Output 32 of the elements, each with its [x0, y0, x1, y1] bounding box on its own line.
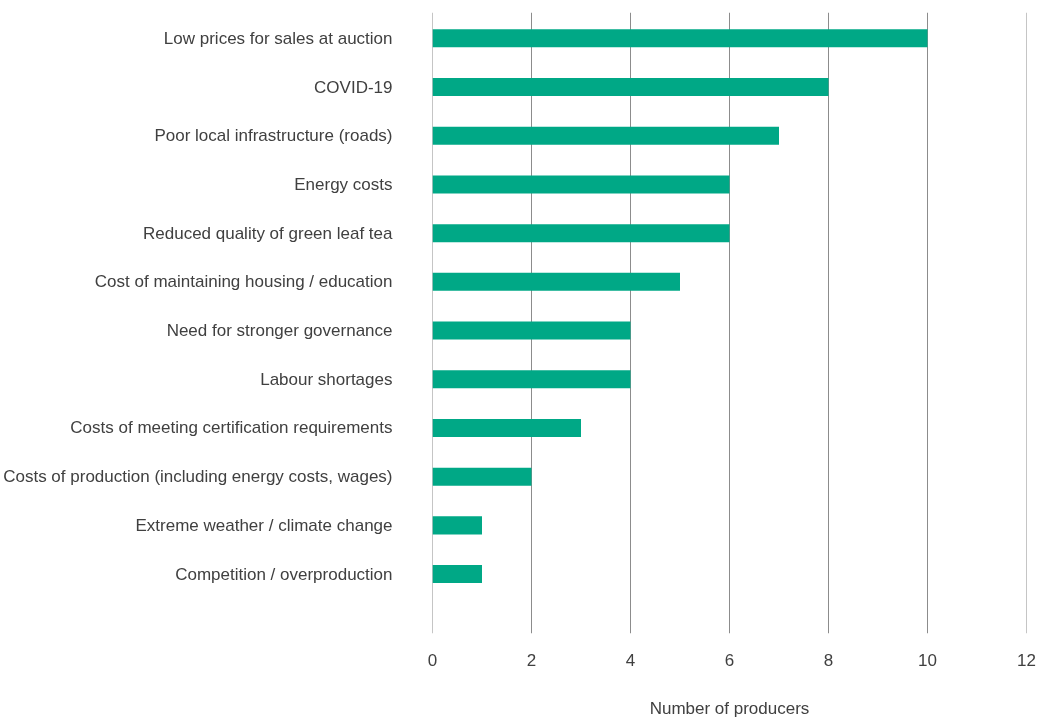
bar	[432, 565, 482, 584]
y-tick-label: Need for stronger governance	[166, 321, 393, 341]
bar	[432, 126, 779, 145]
bar	[432, 272, 680, 291]
y-tick-label: Labour shortages	[260, 369, 393, 389]
bar	[432, 321, 631, 340]
x-tick-label: 6	[724, 650, 735, 670]
bar	[432, 516, 482, 535]
y-tick-label: Extreme weather / climate change	[135, 515, 393, 535]
y-tick-label: Reduced quality of green leaf tea	[143, 223, 394, 243]
bar	[432, 370, 631, 389]
bar	[432, 224, 730, 243]
x-tick-label: 12	[1017, 650, 1036, 670]
x-tick-label: 2	[526, 650, 537, 670]
x-tick-label: 10	[918, 650, 937, 670]
y-tick-label: Costs of production (including energy costs, wages)	[3, 467, 393, 487]
y-tick-label: Competition / overproduction	[175, 564, 393, 584]
y-tick-label: Costs of meeting certification requirements	[70, 418, 393, 438]
x-tick-label: 4	[625, 650, 636, 670]
x-tick-label: 0	[427, 650, 438, 670]
y-tick-label: Cost of maintaining housing / education	[94, 272, 393, 292]
y-tick-label: Low prices for sales at auction	[163, 28, 393, 48]
bar	[432, 418, 581, 437]
y-tick-label: Poor local infrastructure (roads)	[154, 126, 393, 146]
x-tick-label: 8	[823, 650, 834, 670]
bar	[432, 467, 532, 486]
bar	[432, 78, 829, 97]
y-tick-label: COVID-19	[314, 77, 393, 97]
x-axis-title: Number of producers	[649, 698, 810, 718]
y-tick-label: Energy costs	[294, 174, 393, 194]
bar	[432, 175, 730, 194]
bar	[432, 29, 928, 48]
